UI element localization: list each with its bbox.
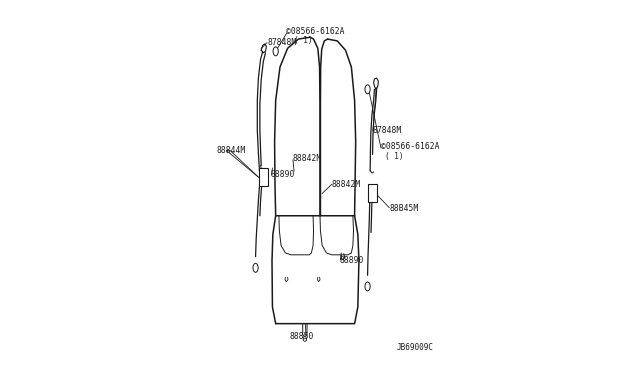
Text: 88842M: 88842M	[293, 154, 322, 163]
Text: 88850: 88850	[289, 332, 314, 341]
Text: 88890: 88890	[270, 170, 294, 179]
Text: ( 1): ( 1)	[385, 152, 403, 161]
Text: 88844M: 88844M	[216, 146, 246, 155]
Text: ( 1): ( 1)	[294, 36, 312, 45]
Text: 87848M: 87848M	[373, 126, 402, 135]
Circle shape	[365, 85, 370, 94]
Bar	[259, 168, 268, 186]
Circle shape	[365, 282, 370, 291]
Text: 88B45M: 88B45M	[389, 204, 419, 213]
Circle shape	[273, 47, 278, 56]
Circle shape	[253, 263, 258, 272]
Text: JB69009C: JB69009C	[397, 343, 434, 352]
Bar	[369, 184, 377, 202]
Text: ©08566-6162A: ©08566-6162A	[287, 27, 345, 36]
Text: 88890: 88890	[339, 256, 364, 265]
Text: 88842M: 88842M	[332, 180, 361, 189]
Text: 87848M: 87848M	[267, 38, 296, 47]
Text: ©08566-6162A: ©08566-6162A	[381, 142, 439, 151]
